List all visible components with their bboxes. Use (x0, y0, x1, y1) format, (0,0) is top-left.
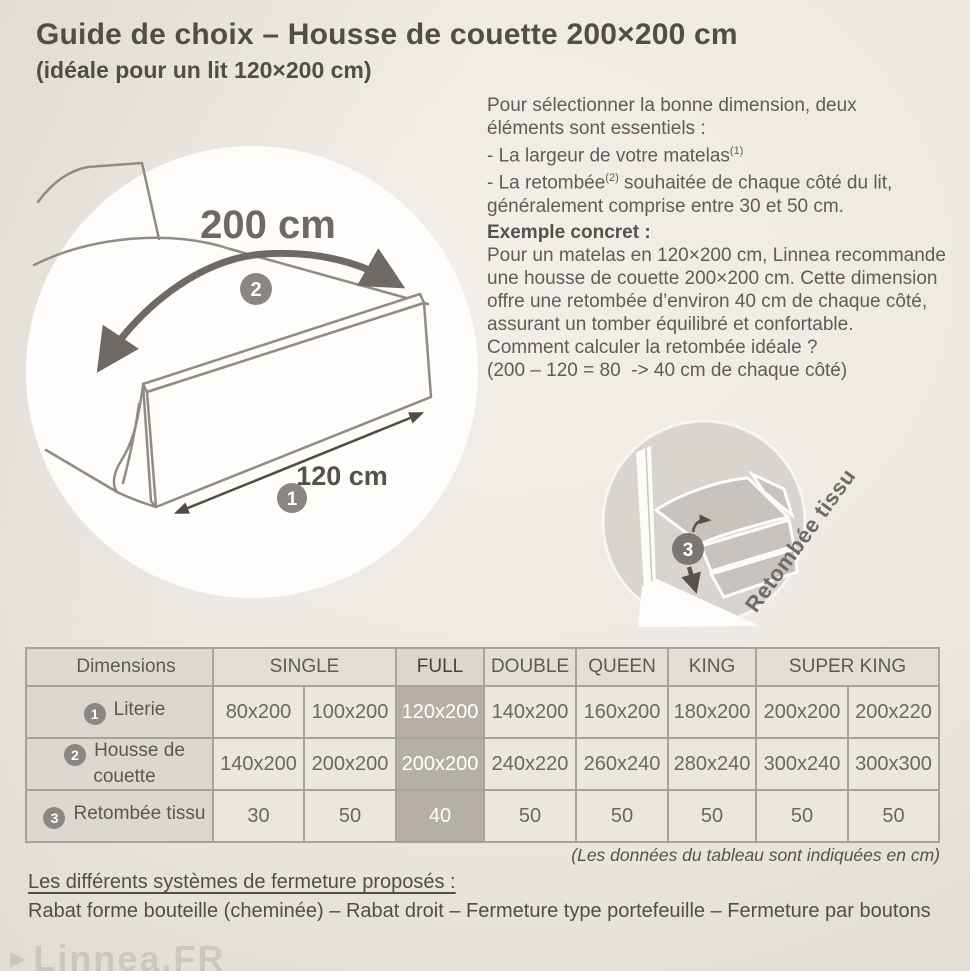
col-header-dimensions: Dimensions (25, 647, 214, 687)
table-cell: 200x220 (847, 685, 941, 739)
col-header-super-king: SUPER KING (755, 647, 941, 687)
table-cell: 280x240 (667, 737, 758, 791)
duvet-top-shape (653, 476, 791, 546)
badge-1-icon (277, 483, 307, 513)
watermark: ▶ Linnea.FR (10, 938, 225, 971)
closure-systems-list: Rabat forme bouteille (cheminée) – Rabat… (28, 900, 931, 922)
badge-2-icon (240, 273, 272, 305)
dimensions-table: Dimensions SINGLE FULL DOUBLE QUEEN KING… (25, 647, 941, 843)
example-heading: Exemple concret : (487, 222, 651, 243)
col-header-double: DOUBLE (483, 647, 578, 687)
corner-diagram: 3 (601, 419, 807, 627)
table-row-retombee: 3 Retombée tissu 30 50 40 50 50 50 50 50 (25, 789, 941, 843)
example-text: Exemple concret : Pour un matelas en 120… (487, 221, 957, 382)
table-cell: 300x300 (847, 737, 941, 791)
page-subtitle: (idéale pour un lit 120×200 cm) (36, 57, 372, 83)
table-cell: 140x200 (483, 685, 578, 739)
table-cell: 50 (847, 789, 941, 843)
example-body: Pour un matelas en 120×200 cm, Linnea re… (487, 245, 946, 335)
table-cell: 240x220 (483, 737, 578, 791)
badge-2-icon: 2 (64, 744, 87, 766)
col-header-full: FULL (395, 647, 486, 687)
table-cell: 100x200 (302, 685, 398, 739)
table-cell: 80x200 (212, 685, 305, 739)
example-formula: (200 – 120 = 80 -> 40 cm de chaque côté) (487, 360, 848, 381)
table-cell: 200x200 (302, 737, 398, 791)
intro-line: Pour sélectionner la bonne dimension, de… (487, 94, 939, 140)
intro-sentence: Pour sélectionner la bonne dimension, de… (487, 95, 857, 139)
badge-3-icon (672, 533, 704, 565)
pillow-outline (36, 161, 161, 241)
table-cell-highlighted: 200x200 (395, 737, 486, 791)
width-dimension-label: 200 cm (200, 203, 336, 247)
row-label-literie: 1 Literie (25, 685, 214, 739)
pillow-shape (747, 470, 795, 520)
row-label-text: Housse de couette (93, 740, 185, 787)
badge-3-number: 3 (683, 540, 694, 561)
play-triangle-icon: ▶ (10, 948, 28, 970)
row-label-text: Retombée tissu (73, 803, 206, 824)
row-label-housse: 2 Housse de couette (25, 737, 214, 791)
table-cell: 50 (575, 789, 670, 843)
length-arrow-icon (173, 412, 425, 514)
table-cell: 30 (212, 789, 305, 843)
intro-text: Pour sélectionner la bonne dimension, de… (487, 94, 939, 218)
watermark-text: Linnea.FR (33, 938, 226, 971)
length-dimension-label: 120 cm (296, 461, 388, 491)
col-header-king: KING (667, 647, 758, 687)
drape-hem-right (115, 490, 158, 509)
col-header-queen: QUEEN (575, 647, 670, 687)
table-header-row: Dimensions SINGLE FULL DOUBLE QUEEN KING… (25, 647, 941, 687)
table-cell: 180x200 (667, 685, 758, 739)
floor-wedge (638, 579, 760, 627)
bed-diagram: 200 cm 2 120 cm 1 (26, 146, 478, 598)
duvet-top-edge (32, 236, 430, 306)
closure-systems-heading: Les différents systèmes de fermeture pro… (28, 871, 456, 893)
width-curved-arrow-icon (96, 248, 406, 373)
col-header-single: SINGLE (211, 647, 398, 687)
table-row-literie: 1 Literie 80x200 100x200 120x200 140x200 … (25, 685, 941, 739)
mattress-side-shape (698, 518, 796, 573)
table-cell: 50 (483, 789, 578, 843)
intro-item-2-cont: souhaitée de chaque côté du lit, général… (487, 172, 893, 217)
footnote-ref-1: (1) (729, 145, 744, 157)
table-cell: 50 (755, 789, 850, 843)
drape-inner-fold (121, 402, 141, 485)
row-label-retombee: 3 Retombée tissu (25, 789, 214, 843)
duvet-drape (44, 384, 158, 509)
duvet-drop-shape (708, 547, 799, 599)
footnote-ref-2: (2) (605, 172, 619, 185)
table-cell: 260x240 (575, 737, 670, 791)
example-question: Comment calculer la retombée idéale ? (487, 337, 818, 358)
table-cell-highlighted: 120x200 (395, 685, 486, 739)
table-cell: 50 (667, 789, 758, 843)
badge-1-icon: 1 (83, 703, 106, 725)
table-cell: 160x200 (575, 685, 670, 739)
badge-1-number: 1 (287, 489, 298, 510)
intro-item-1: - La largeur de votre matelas(1) (487, 140, 939, 167)
drape-hem-left (44, 448, 119, 494)
up-curved-arrow-icon (691, 514, 712, 533)
drop-arrow-icon (681, 566, 701, 594)
headboard-edge (645, 448, 653, 586)
table-cell: 200x200 (755, 685, 850, 739)
badge-3-icon: 3 (43, 807, 66, 829)
badge-2-number: 2 (250, 279, 261, 301)
bed-outline (32, 161, 430, 306)
intro-item-2-text: - La retombée (487, 172, 606, 194)
table-cell-highlighted: 40 (395, 789, 486, 843)
table-cell: 140x200 (212, 737, 305, 791)
table-cell: 50 (302, 789, 398, 843)
table-cell: 300x240 (755, 737, 850, 791)
table-note: (Les données du tableau sont indiquées e… (571, 845, 940, 865)
row-label-text: Literie (113, 699, 166, 720)
bed-corner-shapes (653, 470, 799, 599)
intro-item-1-text: - La largeur de votre matelas (487, 145, 730, 167)
intro-item-2: - La retombée(2) souhaitée de chaque côt… (487, 167, 939, 217)
table-row-housse: 2 Housse de couette 140x200 200x200 200x2… (25, 737, 941, 791)
page-title: Guide de choix – Housse de couette 200×2… (36, 18, 738, 51)
panel-left-edge (141, 383, 157, 508)
